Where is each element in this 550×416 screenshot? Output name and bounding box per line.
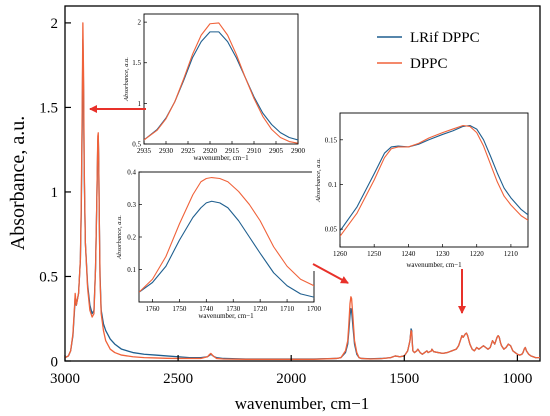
main-y-tick-label: 2 [51,16,59,32]
inset-ch-stretch-x-tick-label: 2910 [247,147,262,155]
inset-carbonyl-y-tick-label: 0.3 [127,201,136,209]
inset-carbonyl-series-group [139,176,314,298]
inset-ch-stretch: 2935 2930 2925 2920 2915 2910 2905 29000.511.52… [123,10,306,162]
inset-ch-stretch-x-tick-label: 2920 [203,147,218,155]
main-series-group [65,22,540,360]
inset-phosphate-line-lrif-dppc [340,124,528,232]
inset-ch-stretch-x-label: wavenumber, cm−1 [193,154,249,162]
inset-phosphate-line-dppc [340,124,528,237]
main-y-tick-label: 1 [51,185,59,201]
inset-phosphate-x-tick-label: 1220 [470,250,485,258]
main-x-tick-label: 1500 [389,371,419,387]
arrow-to-carbonyl-peak [312,263,349,284]
inset-carbonyl-x-tick-label: 1710 [280,305,295,313]
inset-phosphate: 1260 1250 1240 1230 1220 1210 0.05 0.1 0.15 wave… [312,109,532,271]
inset-carbonyl-y-label: Absorbance, a.u. [116,215,123,260]
inset-carbonyl-x-tick-label: 1740 [199,305,214,313]
inset-phosphate-x-label: wavenumber, cm−1 [406,261,462,269]
inset-ch-stretch-x-tick-label: 2925 [181,147,196,155]
main-x-tick-label: 2500 [163,371,193,387]
inset-phosphate-x-tick-label: 1260 [333,250,348,258]
main-y-tick-label: 1.5 [39,101,58,117]
inset-ch-stretch-background [140,10,302,160]
inset-carbonyl-x-tick-label: 1730 [226,305,241,313]
inset-ch-stretch-x-tick-label: 2905 [269,147,284,155]
inset-carbonyl-y-tick-label: 0.4 [127,168,136,176]
inset-phosphate-ticks: 1260 1250 1240 1230 1220 1210 0.05 0.1 0.15 [325,136,519,258]
inset-ch-stretch-x-tick-label: 2935 [137,147,152,155]
main-x-axis-label: wavenumber, cm−1 [235,394,369,413]
inset-ch-stretch-frame [143,13,299,145]
inset-ch-stretch-ticks: 2935 2930 2925 2920 2915 2910 2905 2900 0.5 1 1.5 2 [132,19,305,155]
inset-ch-stretch-y-tick-label: 0.5 [132,140,141,148]
inset-phosphate-y-tick-label: 0.1 [328,181,337,189]
inset-ch-stretch-y-tick-label: 2 [138,19,142,27]
main-x-tick-label: 3000 [50,371,80,387]
inset-ch-stretch-x-tick-label: 2915 [225,147,240,155]
inset-carbonyl-background [124,167,318,320]
inset-phosphate-series-group [340,124,528,237]
inset-carbonyl-x-tick-label: 1760 [145,305,160,313]
inset-ch-stretch-y-tick-label: 1.5 [132,59,141,67]
inset-ch-stretch-y-label: Absorbance, a.u. [123,57,130,102]
inset-ch-stretch-x-tick-label: 2900 [291,147,306,155]
legend-label-lrif-dppc: LRif DPPC [410,30,480,46]
inset-phosphate-x-tick-label: 1250 [367,250,382,258]
inset-carbonyl-y-tick-label: 0.2 [127,233,136,241]
inset-phosphate-y-label: Absorbance, a.u. [315,158,322,203]
inset-phosphate-y-tick-label: 0.15 [325,136,338,144]
main-plot-frame [64,5,541,362]
inset-phosphate-y-tick-label: 0.05 [325,226,338,234]
main-line-dppc [65,22,540,360]
inset-carbonyl-line-lrif-dppc [139,200,314,298]
inset-ch-stretch-y-tick-label: 1 [138,100,142,108]
main-x-tick-label: 1000 [502,371,532,387]
inset-carbonyl-x-tick-label: 1700 [307,305,322,313]
inset-carbonyl: 1760 1750 1740 1730 1720 1710 1700 0.1 0.2 0.3 0.4… [116,167,322,320]
inset-carbonyl-x-tick-label: 1750 [172,305,187,313]
inset-phosphate-x-tick-label: 1230 [436,250,451,258]
main-y-axis-label: Absorbance, a.u. [7,116,29,250]
main-x-tick-label: 2000 [276,371,306,387]
inset-carbonyl-x-tick-label: 1720 [253,305,268,313]
main-y-tick-label: 0.5 [39,270,58,286]
main-axis-ticks: 3000 2500 2000 1500 1000 0 0.5 1 1.5 2 [39,16,532,387]
inset-carbonyl-line-dppc [139,176,314,293]
inset-ch-stretch-series-group [144,22,298,144]
annotation-arrows [89,105,466,314]
inset-carbonyl-y-tick-label: 0.1 [127,266,136,274]
inset-ch-stretch-x-tick-label: 2930 [159,147,174,155]
main-y-tick-label: 0 [51,354,59,370]
inset-carbonyl-x-label: wavenumber, cm−1 [198,312,254,320]
inset-phosphate-background [312,109,532,271]
legend: LRif DPPC DPPC [377,30,480,72]
main-plot: 3000 2500 2000 1500 1000 0 0.5 1 1.5 2 wavenumber… [7,5,541,413]
inset-phosphate-frame [339,112,529,248]
inset-phosphate-x-tick-label: 1210 [504,250,519,258]
inset-phosphate-x-tick-label: 1240 [401,250,416,258]
inset-ch-stretch-line-dppc [144,22,298,144]
legend-label-dppc: DPPC [410,56,448,72]
inset-carbonyl-ticks: 1760 1750 1740 1730 1720 1710 1700 0.1 0.2 0.3 0.4 [127,168,321,313]
